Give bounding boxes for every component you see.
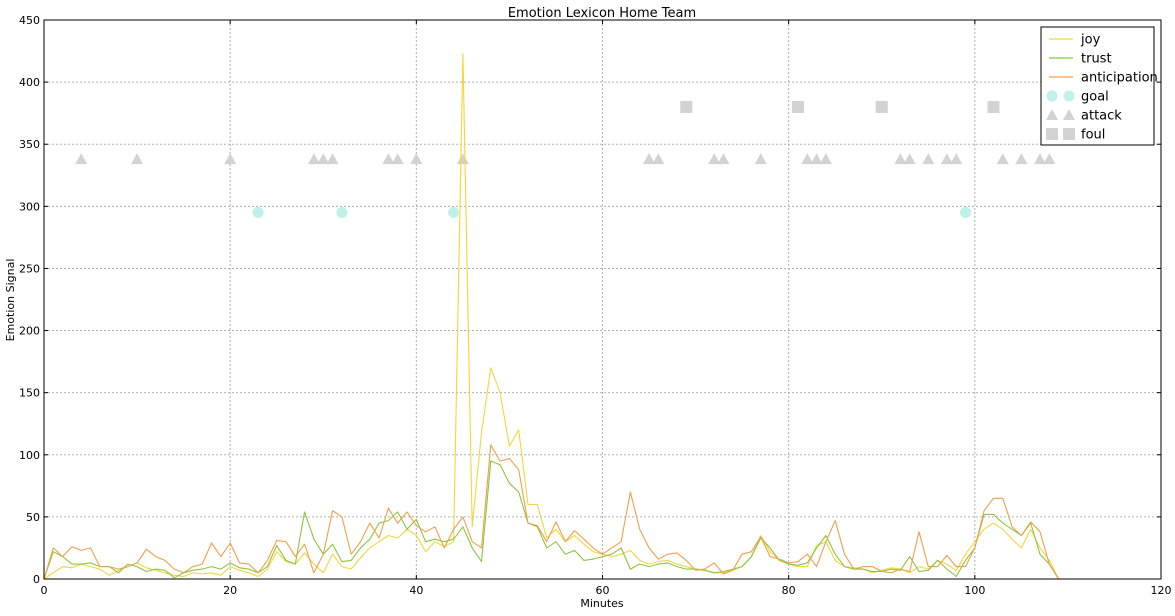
attack-legend-label: attack bbox=[1081, 109, 1122, 124]
joy-series-line bbox=[43, 52, 1068, 580]
trust-legend-label: trust bbox=[1081, 52, 1112, 67]
y-tick-label: 150 bbox=[19, 387, 40, 400]
foul-marker bbox=[987, 100, 1000, 113]
x-tick-label: 40 bbox=[409, 584, 423, 597]
goal-legend-swatch bbox=[1046, 90, 1058, 102]
attack-marker bbox=[224, 153, 237, 165]
event-markers bbox=[75, 100, 1056, 219]
x-tick-label: 60 bbox=[596, 584, 610, 597]
attack-marker bbox=[754, 153, 767, 165]
chart-title: Emotion Lexicon Home Team bbox=[508, 6, 696, 21]
attack-marker bbox=[652, 153, 665, 165]
goal-marker bbox=[252, 207, 264, 219]
goal-marker bbox=[960, 207, 972, 219]
attack-marker bbox=[996, 153, 1009, 165]
y-tick-label: 250 bbox=[19, 262, 40, 275]
attack-marker bbox=[410, 153, 423, 165]
series-lines bbox=[43, 52, 1068, 580]
y-tick-label: 200 bbox=[19, 325, 40, 338]
y-tick-label: 100 bbox=[19, 449, 40, 462]
attack-marker bbox=[950, 153, 963, 165]
foul-legend-swatch bbox=[1046, 128, 1058, 140]
attack-marker bbox=[643, 153, 656, 165]
attack-marker bbox=[801, 153, 814, 165]
attack-marker bbox=[382, 153, 395, 165]
goal-marker bbox=[448, 207, 460, 219]
x-axis-label: Minutes bbox=[580, 597, 624, 610]
y-tick-label: 400 bbox=[19, 76, 40, 89]
attack-marker bbox=[717, 153, 730, 165]
attack-marker bbox=[1033, 153, 1046, 165]
anticipation-legend-label: anticipation bbox=[1081, 71, 1158, 86]
trust-series-line bbox=[43, 460, 1068, 580]
grid-lines bbox=[44, 20, 1161, 579]
x-tick-label: 100 bbox=[964, 584, 985, 597]
attack-marker bbox=[922, 153, 935, 165]
foul-marker bbox=[680, 100, 693, 113]
y-tick-label: 350 bbox=[19, 138, 40, 151]
legend: joy trust anticipation goal attack foul bbox=[1040, 26, 1158, 146]
y-tick-label: 50 bbox=[26, 511, 40, 524]
attack-marker bbox=[456, 153, 469, 165]
attack-marker bbox=[75, 153, 88, 165]
attack-marker bbox=[819, 153, 832, 165]
anticipation-series-line bbox=[43, 444, 1068, 580]
y-tick-label: 450 bbox=[19, 14, 40, 27]
attack-marker bbox=[1015, 153, 1028, 165]
attack-marker bbox=[903, 153, 916, 165]
attack-marker bbox=[317, 153, 330, 165]
axis-ticks: 0 20 40 60 80 100 120 0 50 100 150 200 250 300 350 400 4… bbox=[19, 14, 1172, 597]
x-tick-label: 120 bbox=[1151, 584, 1172, 597]
attack-legend-swatch bbox=[1063, 109, 1075, 120]
foul-marker bbox=[791, 100, 804, 113]
attack-marker bbox=[894, 153, 907, 165]
attack-legend-swatch bbox=[1046, 109, 1058, 120]
x-tick-label: 20 bbox=[223, 584, 237, 597]
goal-legend-label: goal bbox=[1081, 90, 1109, 105]
y-axis-label: Emotion Signal bbox=[4, 259, 17, 342]
foul-legend-swatch bbox=[1063, 128, 1075, 140]
attack-marker bbox=[1043, 153, 1056, 165]
y-tick-label: 300 bbox=[19, 200, 40, 213]
goal-legend-swatch bbox=[1063, 90, 1075, 102]
attack-marker bbox=[307, 153, 320, 165]
foul-legend-label: foul bbox=[1081, 128, 1105, 143]
attack-marker bbox=[708, 153, 721, 165]
attack-marker bbox=[131, 153, 144, 165]
x-tick-label: 80 bbox=[782, 584, 796, 597]
foul-marker bbox=[875, 100, 888, 113]
legend-box bbox=[1040, 26, 1155, 146]
joy-legend-label: joy bbox=[1080, 33, 1101, 48]
attack-marker bbox=[391, 153, 404, 165]
x-tick-label: 0 bbox=[41, 584, 48, 597]
y-tick-label: 0 bbox=[33, 573, 40, 586]
attack-marker bbox=[326, 153, 339, 165]
attack-marker bbox=[810, 153, 823, 165]
goal-marker bbox=[336, 207, 348, 219]
attack-marker bbox=[940, 153, 953, 165]
